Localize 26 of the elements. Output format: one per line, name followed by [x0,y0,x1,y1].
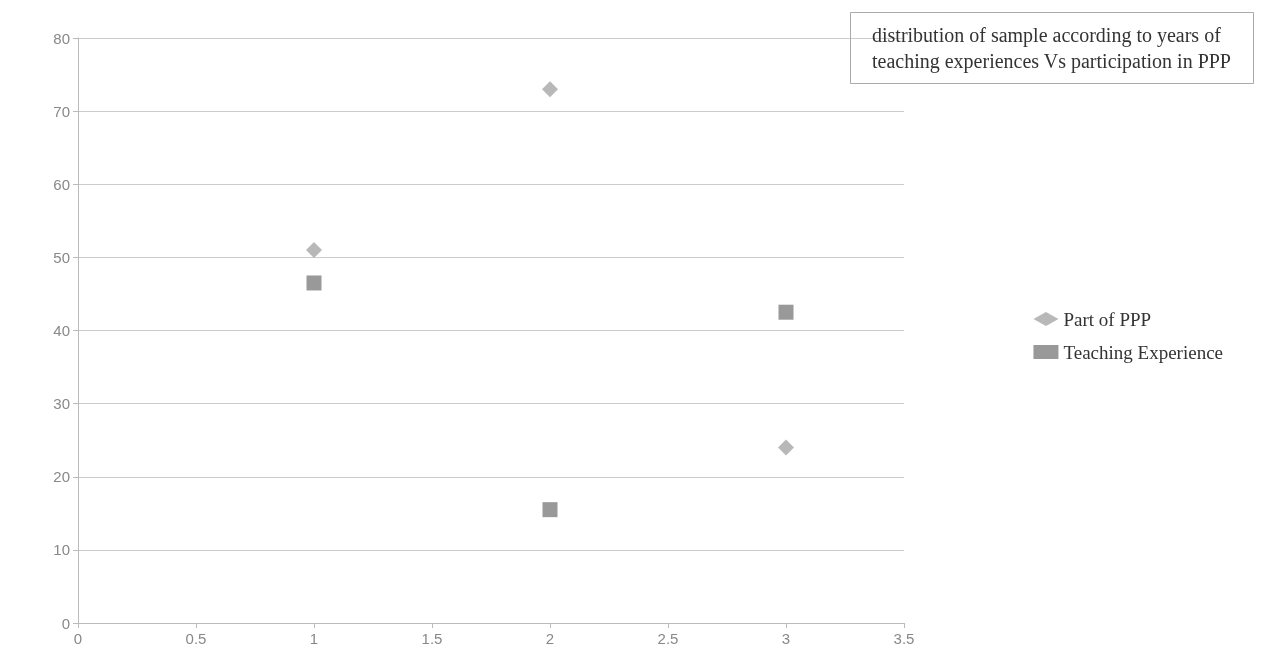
y-tick-label: 0 [61,614,70,632]
point [542,502,558,518]
y-tick-label: 50 [53,248,70,266]
point [542,81,558,98]
x-tick-label: 3.5 [893,630,915,647]
x-tick-label: 1 [309,630,319,647]
x-tick-label: 3 [781,630,791,647]
point [778,304,794,320]
y-tick-label: 30 [53,395,70,413]
x-tick-label: 2 [545,630,555,647]
text: distribution of sample according to years of teaching experiences Vs participation in PPP [872,24,1231,73]
y-tick-label: 40 [53,322,70,339]
x-tick-label: 2.5 [657,630,679,647]
y-tick-label: 60 [53,175,70,193]
point [306,242,322,259]
point [778,439,794,456]
y-tick-label: 70 [53,102,70,120]
y-tick-label: 10 [53,541,70,559]
x-tick-label: 0.5 [185,630,207,647]
y-tick-label: 20 [53,468,70,486]
legend-label: Part of PPP [1063,308,1152,330]
point [306,275,322,291]
x-tick-label: 1.5 [421,630,443,647]
y-tick-label: 80 [53,29,70,47]
legend-label: Teaching Experience [1063,341,1224,363]
x-tick-label: 0 [73,630,83,647]
